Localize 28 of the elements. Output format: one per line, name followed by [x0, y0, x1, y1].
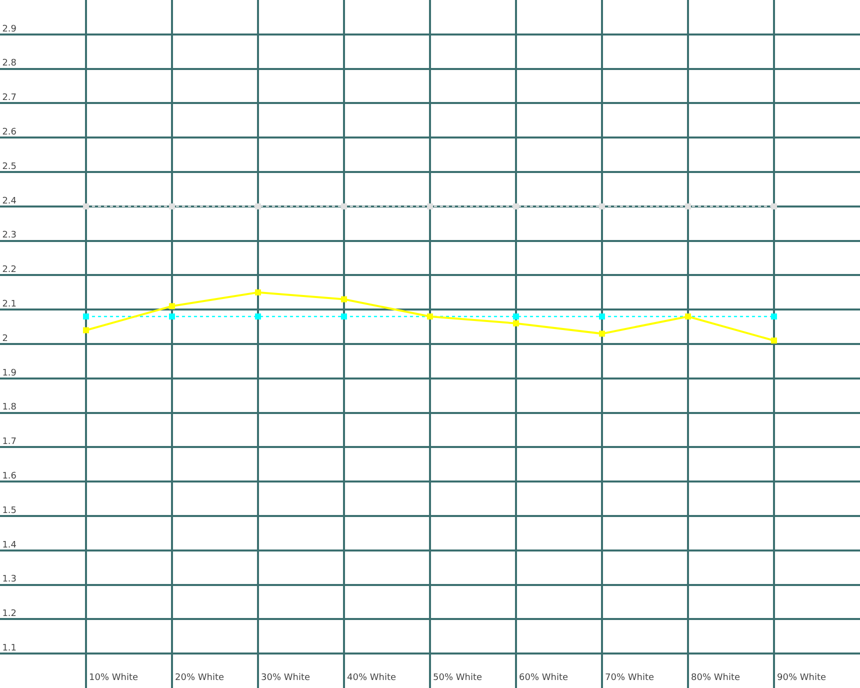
x-tick-label: 40% White [347, 673, 396, 684]
y-tick-label: 1.3 [2, 574, 17, 585]
y-tick-label: 2.1 [2, 299, 17, 310]
y-tick-label: 1.2 [2, 609, 17, 620]
y-tick-label: 2.3 [2, 230, 17, 241]
y-tick-label: 1.9 [2, 368, 17, 378]
y-tick-label: 2.2 [2, 265, 17, 276]
y-tick-label: 2.9 [2, 24, 17, 34]
y-tick-label: 2.4 [2, 196, 17, 206]
x-tick-label: 10% White [89, 673, 138, 684]
y-tick-label: 2.7 [2, 93, 17, 104]
x-tick-label: 80% White [691, 673, 740, 684]
y-tick-label: 2.6 [2, 127, 17, 138]
y-tick-label: 1.1 [2, 643, 17, 654]
x-tick-label: 20% White [175, 673, 224, 684]
y-tick-label: 1.6 [2, 471, 17, 482]
x-tick-label: 30% White [261, 673, 310, 684]
x-tick-label: 60% White [519, 673, 568, 684]
y-tick-label: 2.5 [2, 162, 17, 172]
x-tick-label: 70% White [605, 673, 654, 684]
y-tick-label: 1.8 [2, 402, 17, 413]
y-tick-label: 1.7 [2, 437, 17, 448]
y-tick-label: 1.4 [2, 540, 17, 550]
x-tick-label: 90% White [777, 673, 826, 684]
y-tick-label: 2 [2, 334, 8, 344]
y-tick-label: 1.5 [2, 506, 17, 516]
y-tick-label: 2.8 [2, 58, 17, 69]
x-tick-label: 50% White [433, 673, 482, 684]
